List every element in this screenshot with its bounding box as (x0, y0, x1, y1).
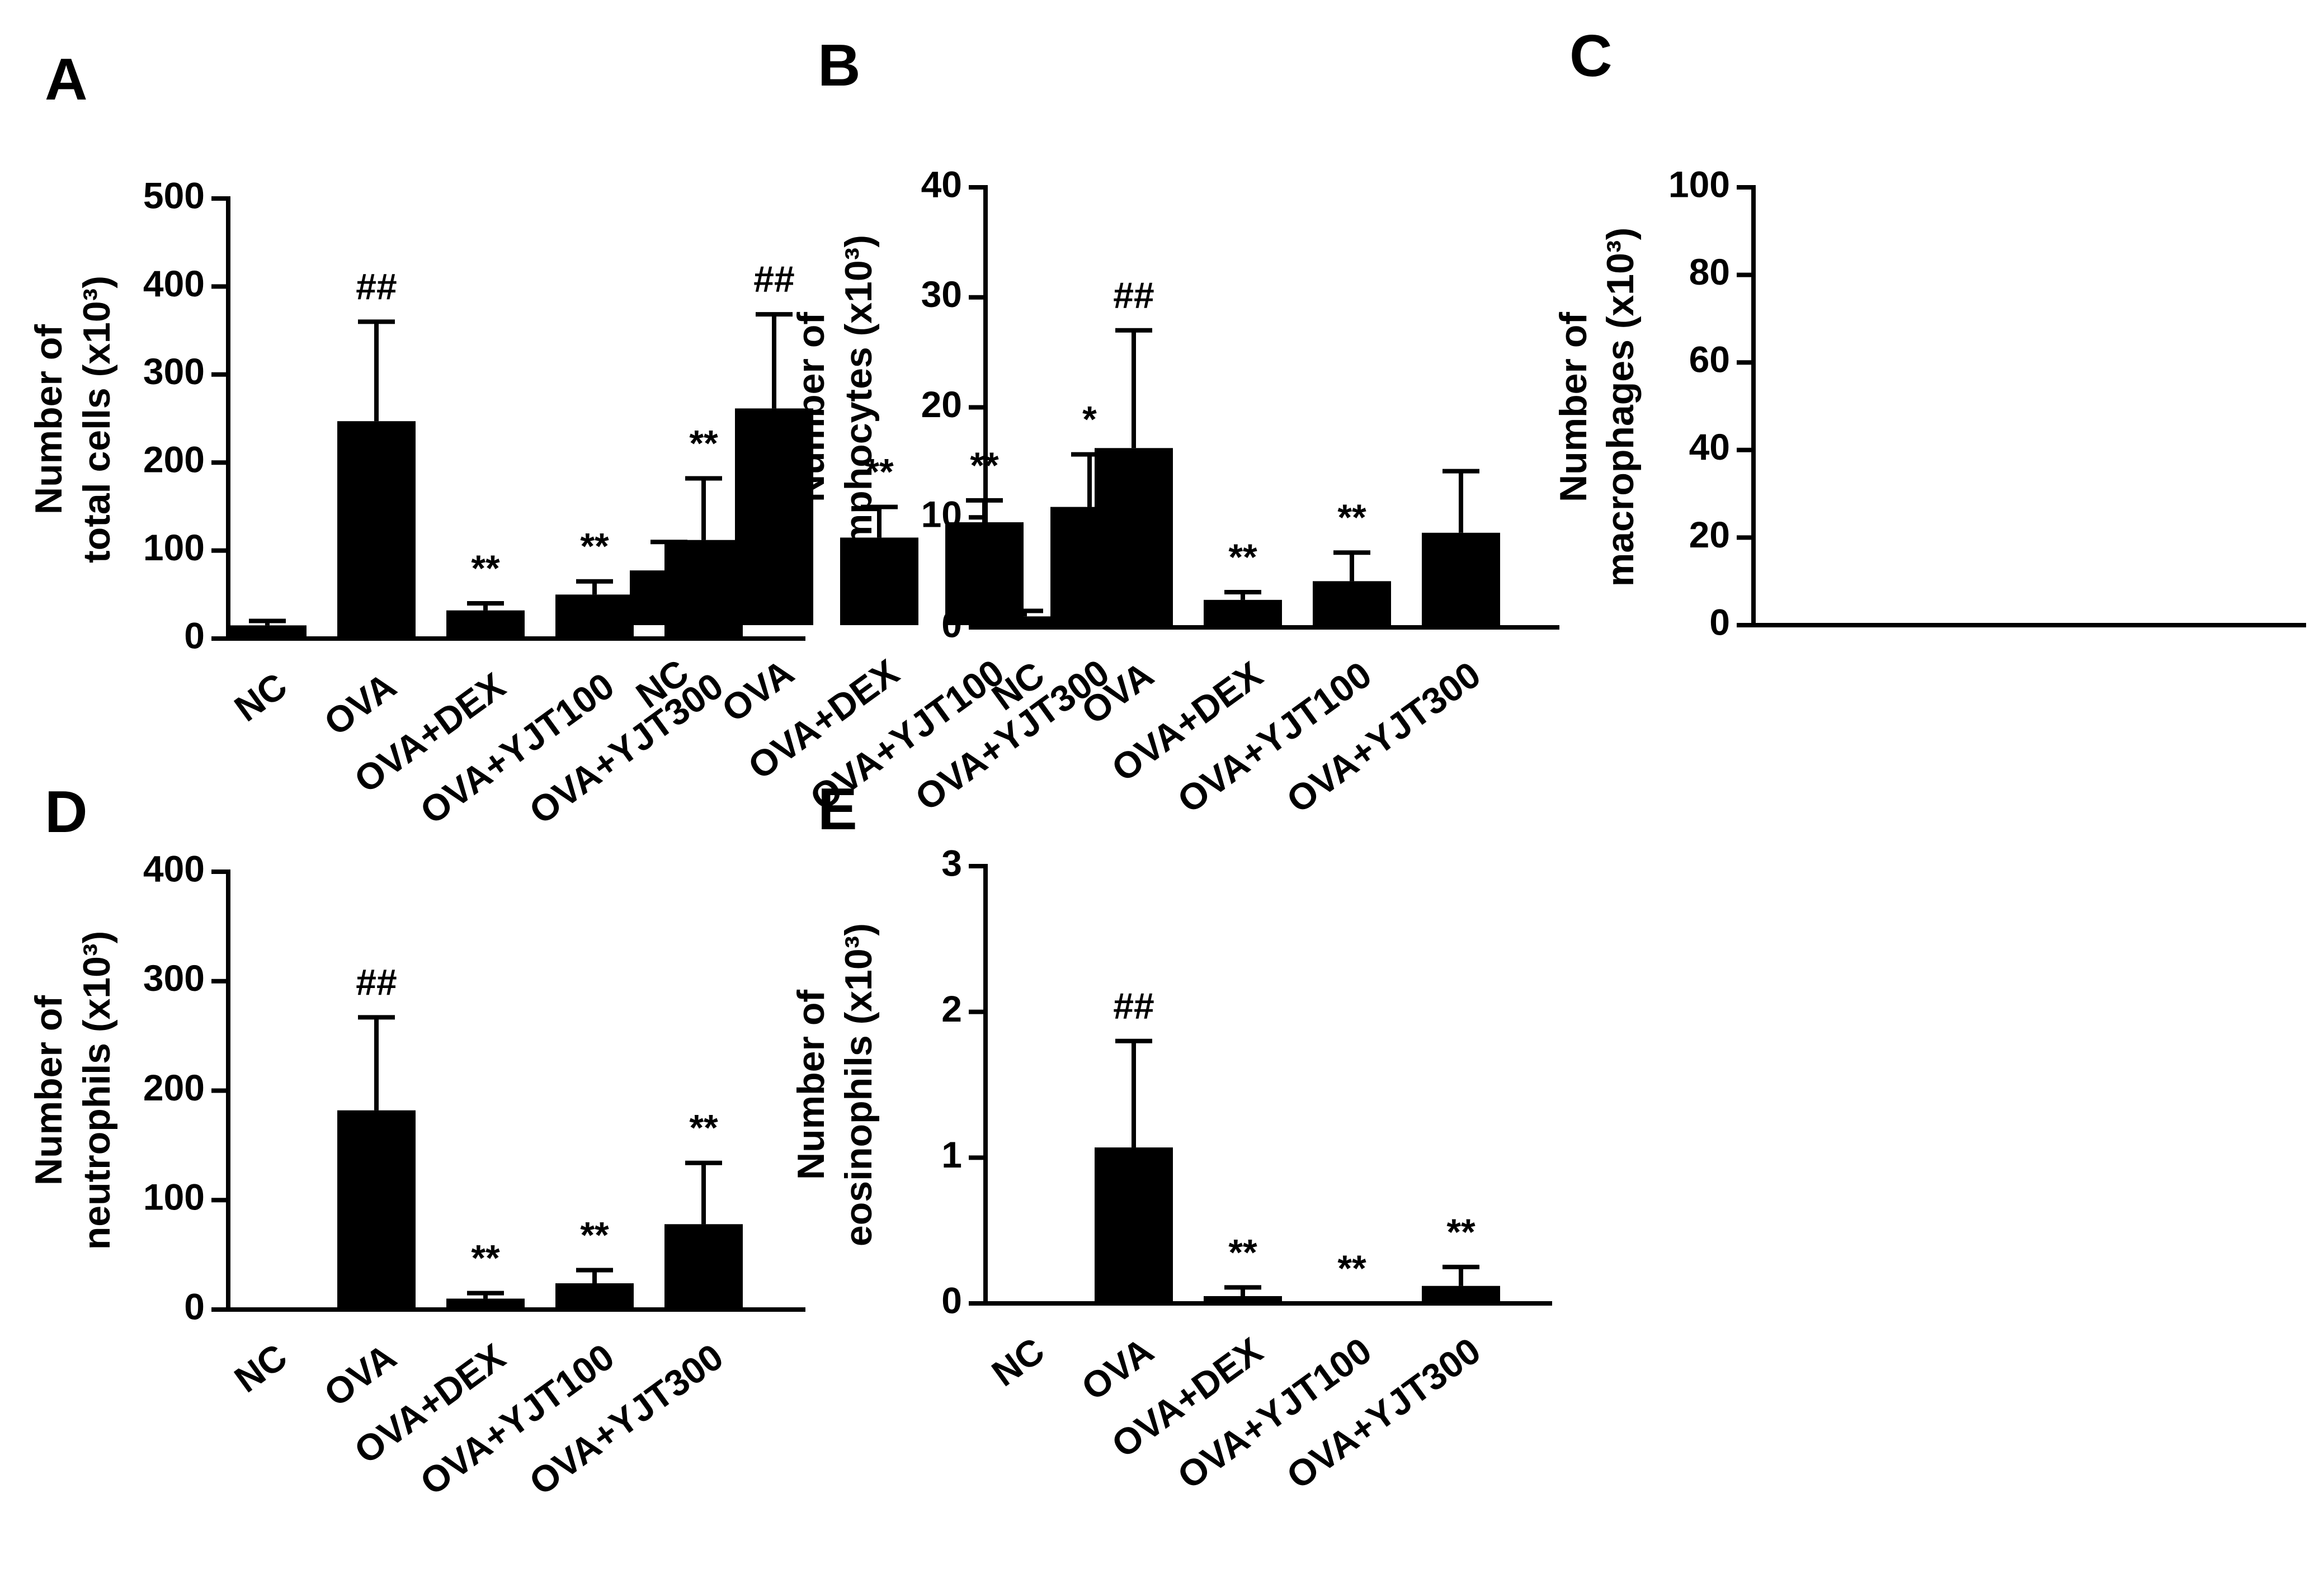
y-tick-label: 500 (143, 174, 205, 216)
y-axis-title-line: Number of (27, 324, 70, 514)
significance-marker: ** (865, 451, 894, 493)
y-tick-label: 20 (921, 384, 962, 425)
y-axis-title-line: Number of (1552, 312, 1595, 502)
bar (228, 625, 307, 639)
category-label: NC (984, 1329, 1052, 1394)
significance-marker: ** (1228, 1231, 1257, 1273)
bar (1095, 1147, 1173, 1303)
y-tick-label: 200 (143, 1067, 205, 1108)
bar (1422, 1286, 1500, 1303)
significance-marker: ## (1113, 985, 1154, 1027)
y-axis-title-line: lymphocytes (x10³) (837, 235, 880, 579)
bar (337, 1110, 416, 1310)
bar (1204, 599, 1282, 627)
bar (630, 570, 708, 625)
y-tick-label: 400 (143, 263, 205, 304)
y-axis-title-line: neutrophils (x10³) (76, 931, 118, 1250)
y-tick-label: 2 (941, 988, 962, 1029)
significance-marker: ** (1446, 1211, 1476, 1253)
bar (1313, 581, 1391, 627)
y-tick-label: 300 (143, 957, 205, 999)
significance-marker: ** (970, 445, 999, 486)
y-tick-label: 30 (921, 273, 962, 315)
significance-marker: ## (753, 258, 794, 300)
category-label: OVA+YJT300 (522, 664, 730, 832)
y-tick-label: 0 (184, 615, 205, 656)
y-tick-label: 80 (1689, 251, 1730, 292)
bar (337, 421, 416, 639)
y-tick-label: 200 (143, 439, 205, 480)
y-tick-label: 3 (941, 842, 962, 883)
significance-marker: ** (471, 1237, 500, 1279)
significance-marker: ** (580, 526, 609, 567)
y-axis-title-line: total cells (x10³) (76, 276, 118, 563)
panel-letter: C (1569, 23, 1613, 89)
bar (1050, 507, 1129, 625)
significance-marker: ** (1337, 1247, 1366, 1289)
category-label: OVA+YJT300 (522, 1335, 730, 1503)
y-axis-title-line: Number of (27, 995, 70, 1185)
y-tick-label: 100 (143, 527, 205, 568)
significance-marker: ** (1228, 536, 1257, 578)
y-tick-label: 100 (143, 1176, 205, 1218)
significance-marker: ## (356, 266, 397, 307)
bar (1204, 1296, 1282, 1303)
panel-e: E Number of eosinophils (x10³) 0 1 2 3 NC ## OVA *… (790, 776, 1552, 1497)
significance-marker: ## (356, 961, 397, 1003)
y-tick-label: 40 (921, 163, 962, 205)
panel-letter: E (818, 776, 857, 842)
category-label: OVA+YJT300 (1279, 653, 1488, 821)
significance-marker: ** (580, 1214, 609, 1256)
bar (555, 1283, 634, 1310)
panel-letter: B (818, 32, 861, 98)
y-tick-label: 100 (1668, 163, 1730, 205)
y-tick-label: 20 (1689, 514, 1730, 555)
y-tick-label: 0 (941, 1279, 962, 1321)
panel-c: C Number of macrophages (x10³) 0 20 40 60 80 100… (629, 23, 2306, 819)
bar (555, 594, 634, 639)
significance-marker: ** (689, 1107, 718, 1149)
y-axis-title-line: eosinophils (x10³) (837, 923, 880, 1246)
category-label: OVA (317, 1335, 403, 1414)
significance-marker: ** (471, 547, 500, 589)
bar (446, 610, 525, 639)
panel-a: A Number of total cells (x10³) 0 100 200 300 40… (27, 46, 805, 832)
panel-d: D Number of neutrophils (x10³) 0 100 200 300 40… (27, 779, 805, 1503)
category-label: OVA (714, 651, 801, 730)
bar (446, 1298, 525, 1310)
y-tick-label: 40 (1689, 426, 1730, 467)
category-label: NC (227, 1335, 295, 1400)
bar (735, 408, 813, 625)
y-tick-label: 0 (184, 1286, 205, 1327)
category-label: OVA (317, 664, 403, 743)
panel-letter: D (45, 779, 88, 845)
y-tick-label: 1 (941, 1134, 962, 1175)
y-axis-title-line: Number of (790, 990, 832, 1180)
significance-marker: ** (1337, 497, 1366, 538)
y-tick-label: 0 (1709, 601, 1730, 642)
bar (664, 1224, 743, 1310)
y-tick-label: 300 (143, 351, 205, 392)
significance-marker: * (1082, 399, 1097, 440)
category-label: NC (227, 664, 295, 729)
bar (840, 537, 918, 625)
significance-marker: ** (689, 423, 718, 464)
significance-marker: ## (1113, 275, 1154, 316)
y-tick-label: 60 (1689, 339, 1730, 380)
y-axis-title-line: macrophages (x10³) (1599, 228, 1642, 587)
category-label: OVA (1074, 1329, 1161, 1408)
bar (945, 522, 1024, 625)
y-tick-label: 400 (143, 848, 205, 889)
bar (1422, 532, 1500, 627)
category-label: OVA+YJT300 (1279, 1329, 1488, 1497)
panel-letter: A (45, 46, 88, 112)
